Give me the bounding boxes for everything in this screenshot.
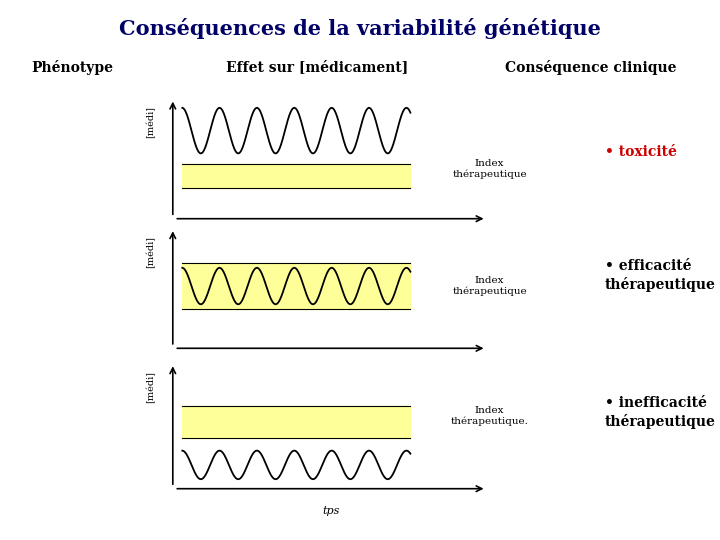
Text: métaboliseur
lent: métaboliseur lent	[42, 143, 135, 173]
Text: tps: tps	[323, 235, 340, 245]
Text: • efficacité
thérapeutique: • efficacité thérapeutique	[605, 259, 716, 292]
Text: Conséquence clinique: Conséquence clinique	[505, 60, 676, 75]
Text: [médi]: [médi]	[146, 372, 156, 403]
Text: métaboliseur
rapide: métaboliseur rapide	[42, 272, 135, 303]
Text: • inefficacité
thérapeutique: • inefficacité thérapeutique	[605, 396, 716, 429]
Text: Effet sur [médicament]: Effet sur [médicament]	[225, 60, 408, 75]
Text: Index
thérapeutique.: Index thérapeutique.	[451, 406, 528, 426]
Text: Index
thérapeutique: Index thérapeutique	[452, 276, 527, 296]
Text: [médi]: [médi]	[146, 236, 156, 268]
Text: [médi]: [médi]	[146, 106, 156, 138]
Text: Index
thérapeutique: Index thérapeutique	[452, 159, 527, 179]
Text: tps: tps	[323, 506, 340, 516]
Text: tps: tps	[323, 365, 340, 375]
Text: Phénotype: Phénotype	[31, 60, 113, 75]
Text: métaboliseur
ultrarapide: métaboliseur ultrarapide	[42, 410, 135, 441]
Text: Conséquences de la variabilité génétique: Conséquences de la variabilité génétique	[119, 18, 601, 39]
Text: • toxicité: • toxicité	[605, 145, 677, 159]
